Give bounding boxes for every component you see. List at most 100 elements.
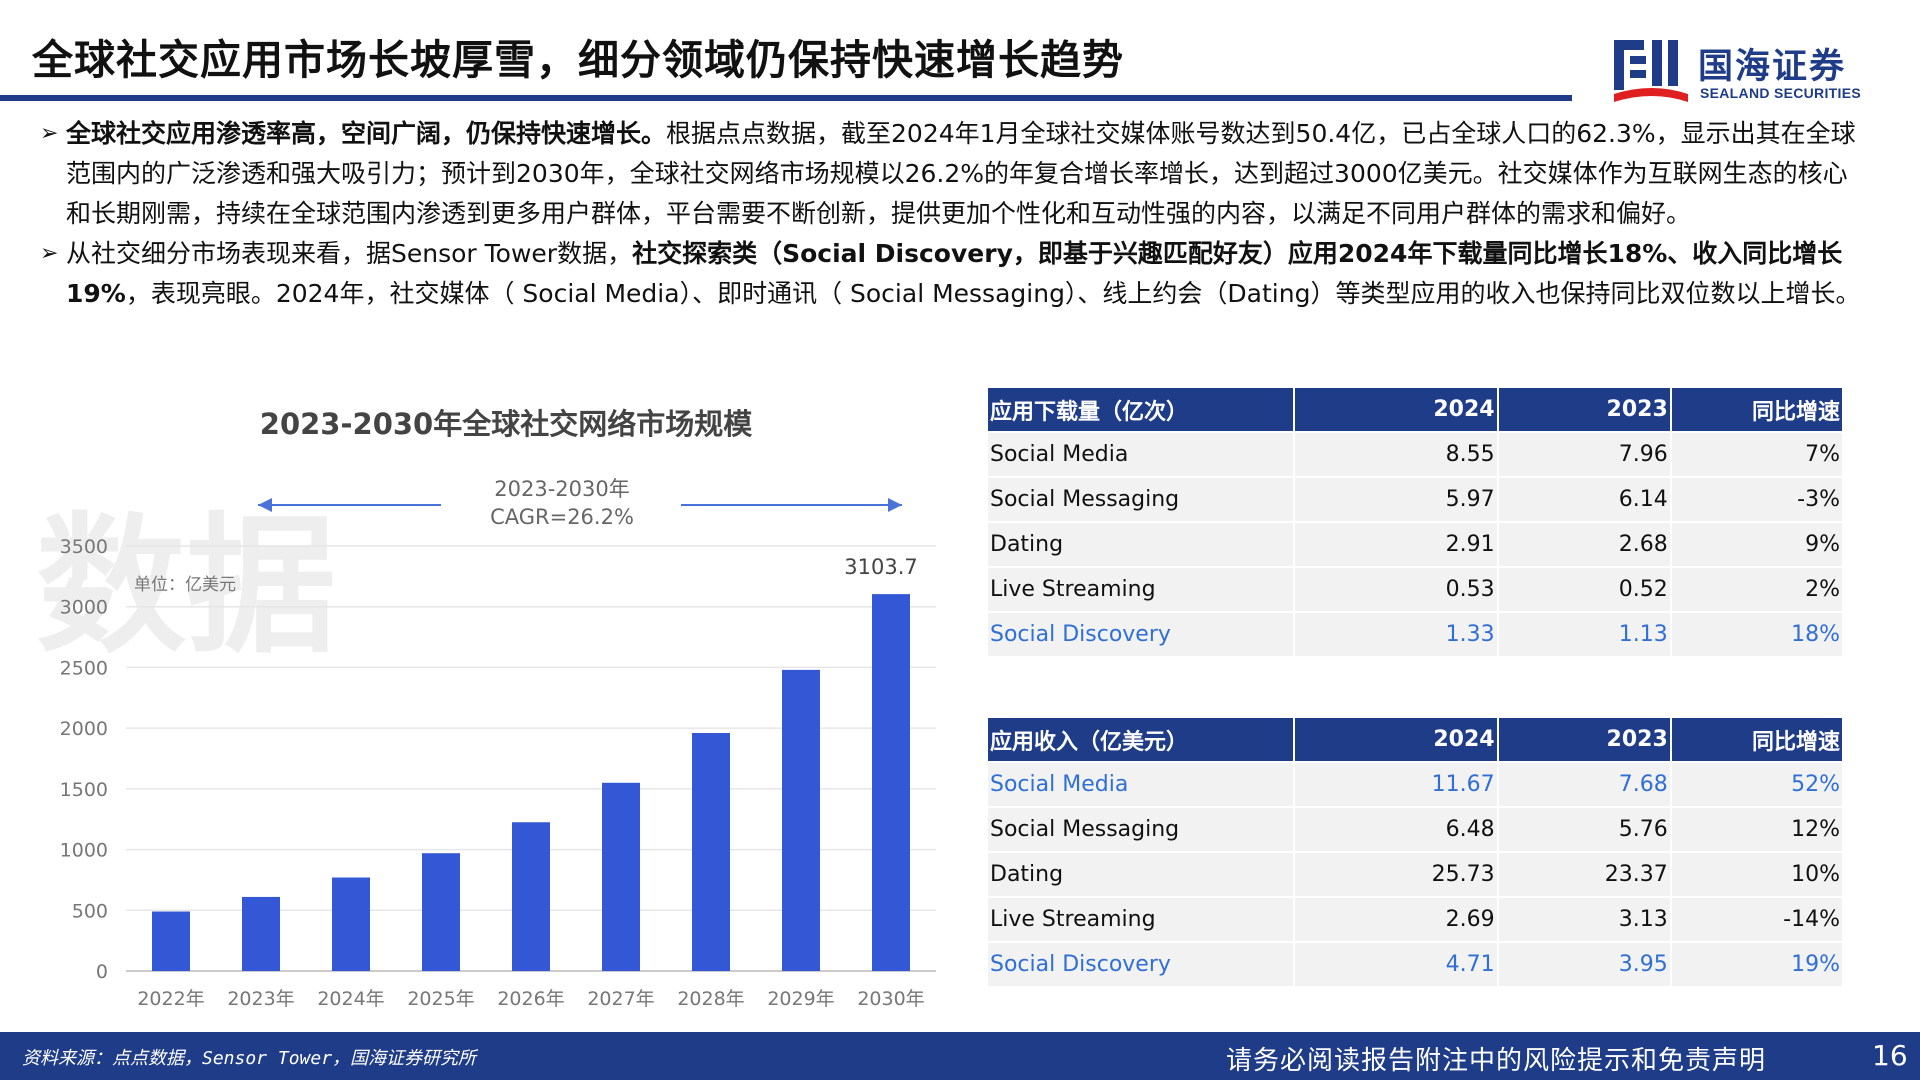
revenue-table: 应用收入（亿美元） 2024 2023 同比增速 Social Media 11.… bbox=[986, 716, 1844, 988]
arrow-bullet-icon: ➢ bbox=[40, 121, 59, 146]
cell-app-category: Dating bbox=[988, 853, 1294, 896]
cell-2024: 2.69 bbox=[1295, 898, 1497, 941]
cell-yoy: 18% bbox=[1671, 613, 1842, 656]
cell-app-category: Social Messaging bbox=[988, 808, 1294, 851]
cell-2023: 3.95 bbox=[1498, 943, 1670, 986]
bar-2022年 bbox=[152, 911, 190, 971]
header-2024: 2024 bbox=[1295, 718, 1497, 761]
cell-app-category: Dating bbox=[988, 523, 1294, 566]
sealand-logo-icon bbox=[1614, 40, 1688, 102]
bar-2023年 bbox=[242, 896, 280, 971]
table-header-row: 应用下载量（亿次） 2024 2023 同比增速 bbox=[988, 388, 1842, 431]
cell-yoy: -14% bbox=[1671, 898, 1842, 941]
bar-2030年 bbox=[872, 594, 910, 971]
chart-canvas: 数据 2023-2030年全球社交网络市场规模 2023-2030年 CAGR=… bbox=[36, 408, 936, 1008]
bullet-2: ➢ 从社交细分市场表现来看，据Sensor Tower数据，社交探索类（Soci… bbox=[40, 234, 1870, 314]
cell-yoy: 9% bbox=[1671, 523, 1842, 566]
header-yoy: 同比增速 bbox=[1671, 388, 1842, 431]
company-logo: 国海证券 SEALAND SECURITIES bbox=[1612, 36, 1902, 104]
cagr-period: 2023-2030年 bbox=[494, 477, 629, 501]
logo-chinese-name: 国海证券 bbox=[1698, 47, 1847, 87]
cell-yoy: 12% bbox=[1671, 808, 1842, 851]
chart-bars bbox=[152, 594, 910, 971]
cell-yoy: -3% bbox=[1671, 478, 1842, 521]
cell-2024: 2.91 bbox=[1295, 523, 1497, 566]
arrow-left-icon bbox=[258, 498, 272, 512]
table-row: Dating 25.73 23.37 10% bbox=[988, 853, 1842, 896]
y-tick-label: 3000 bbox=[60, 597, 108, 619]
header-yoy: 同比增速 bbox=[1671, 718, 1842, 761]
x-tick-label: 2024年 bbox=[317, 988, 384, 1008]
cell-2024: 5.97 bbox=[1295, 478, 1497, 521]
cell-2024: 4.71 bbox=[1295, 943, 1497, 986]
cell-2023: 3.13 bbox=[1498, 898, 1670, 941]
bar-2024年 bbox=[332, 877, 370, 971]
page-title: 全球社交应用市场长坡厚雪，细分领域仍保持快速增长趋势 bbox=[32, 36, 1124, 84]
bar-2027年 bbox=[602, 782, 640, 971]
title-divider bbox=[0, 95, 1572, 101]
cell-app-category: Social Discovery bbox=[988, 943, 1294, 986]
bullet-1: ➢ 全球社交应用渗透率高，空间广阔，仍保持快速增长。根据点点数据，截至2024年… bbox=[40, 114, 1870, 234]
disclaimer: 请务必阅读报告附注中的风险提示和免责声明 bbox=[1226, 1046, 1767, 1076]
cagr-label: CAGR=26.2% bbox=[490, 505, 634, 529]
bullet-2-post: ，表现亮眼。2024年，社交媒体（ Social Media）、即时通讯（ So… bbox=[125, 279, 1861, 308]
cell-yoy: 2% bbox=[1671, 568, 1842, 611]
x-tick-label: 2026年 bbox=[497, 988, 564, 1008]
cell-yoy: 52% bbox=[1671, 763, 1842, 806]
table-row: Dating 2.91 2.68 9% bbox=[988, 523, 1842, 566]
x-tick-label: 2023年 bbox=[227, 988, 294, 1008]
cell-2023: 7.68 bbox=[1498, 763, 1670, 806]
x-tick-label: 2025年 bbox=[407, 988, 474, 1008]
downloads-table: 应用下载量（亿次） 2024 2023 同比增速 Social Media 8.5… bbox=[986, 386, 1844, 658]
cell-2024: 0.53 bbox=[1295, 568, 1497, 611]
cell-app-category: Social Discovery bbox=[988, 613, 1294, 656]
cell-2024: 25.73 bbox=[1295, 853, 1497, 896]
header-metric: 应用下载量（亿次） bbox=[988, 388, 1294, 431]
page-number: 16 bbox=[1872, 1039, 1908, 1072]
cell-yoy: 7% bbox=[1671, 433, 1842, 476]
cell-app-category: Social Media bbox=[988, 763, 1294, 806]
bar-2028年 bbox=[692, 733, 730, 971]
cell-2024: 1.33 bbox=[1295, 613, 1497, 656]
cell-2024: 6.48 bbox=[1295, 808, 1497, 851]
table-row: Social Discovery 1.33 1.13 18% bbox=[988, 613, 1842, 656]
bar-2026年 bbox=[512, 822, 550, 971]
cell-app-category: Live Streaming bbox=[988, 898, 1294, 941]
cell-app-category: Live Streaming bbox=[988, 568, 1294, 611]
table-row: Live Streaming 2.69 3.13 -14% bbox=[988, 898, 1842, 941]
header-2024: 2024 bbox=[1295, 388, 1497, 431]
x-tick-label: 2028年 bbox=[677, 988, 744, 1008]
cell-yoy: 19% bbox=[1671, 943, 1842, 986]
cell-2023: 5.76 bbox=[1498, 808, 1670, 851]
chart-watermark: 数据 bbox=[36, 500, 336, 674]
y-tick-label: 2500 bbox=[60, 657, 108, 679]
arrow-bullet-icon: ➢ bbox=[40, 241, 59, 266]
unit-label: 单位：亿美元 bbox=[134, 575, 236, 595]
y-tick-label: 0 bbox=[96, 961, 108, 983]
cell-app-category: Social Messaging bbox=[988, 478, 1294, 521]
bullet-list: ➢ 全球社交应用渗透率高，空间广阔，仍保持快速增长。根据点点数据，截至2024年… bbox=[40, 114, 1870, 314]
header-metric: 应用收入（亿美元） bbox=[988, 718, 1294, 761]
table-header-row: 应用收入（亿美元） 2024 2023 同比增速 bbox=[988, 718, 1842, 761]
cell-2024: 8.55 bbox=[1295, 433, 1497, 476]
x-tick-label: 2029年 bbox=[767, 988, 834, 1008]
cell-2023: 6.14 bbox=[1498, 478, 1670, 521]
table-row: Social Media 11.67 7.68 52% bbox=[988, 763, 1842, 806]
bullet-2-pre: 从社交细分市场表现来看，据Sensor Tower数据， bbox=[66, 239, 633, 268]
bullet-1-text: 根据点点数据，截至2024年1月全球社交媒体账号数达到50.4亿，已占全球人口的… bbox=[66, 119, 1856, 228]
y-tick-label: 2000 bbox=[60, 718, 108, 740]
bullet-2-bold: 社交探索类（Social Discovery，即基于兴趣匹配好友）应用2024年… bbox=[66, 239, 1843, 308]
source-note: 资料来源：点点数据，Sensor Tower，国海证券研究所 bbox=[22, 1048, 477, 1069]
header-2023: 2023 bbox=[1498, 718, 1670, 761]
x-tick-label: 2030年 bbox=[857, 988, 924, 1008]
table-row: Social Discovery 4.71 3.95 19% bbox=[988, 943, 1842, 986]
footer-bar: 资料来源：点点数据，Sensor Tower，国海证券研究所 请务必阅读报告附注… bbox=[0, 1032, 1920, 1080]
logo-english-name: SEALAND SECURITIES bbox=[1700, 85, 1861, 101]
y-tick-label: 1500 bbox=[60, 779, 108, 801]
bar-2025年 bbox=[422, 853, 460, 971]
cell-2023: 0.52 bbox=[1498, 568, 1670, 611]
cell-2023: 1.13 bbox=[1498, 613, 1670, 656]
x-tick-label: 2027年 bbox=[587, 988, 654, 1008]
chart-labels: 0 500 1000 1500 2000 2500 3000 3500 2022年 2023年 20… bbox=[60, 536, 925, 1008]
cell-2024: 11.67 bbox=[1295, 763, 1497, 806]
